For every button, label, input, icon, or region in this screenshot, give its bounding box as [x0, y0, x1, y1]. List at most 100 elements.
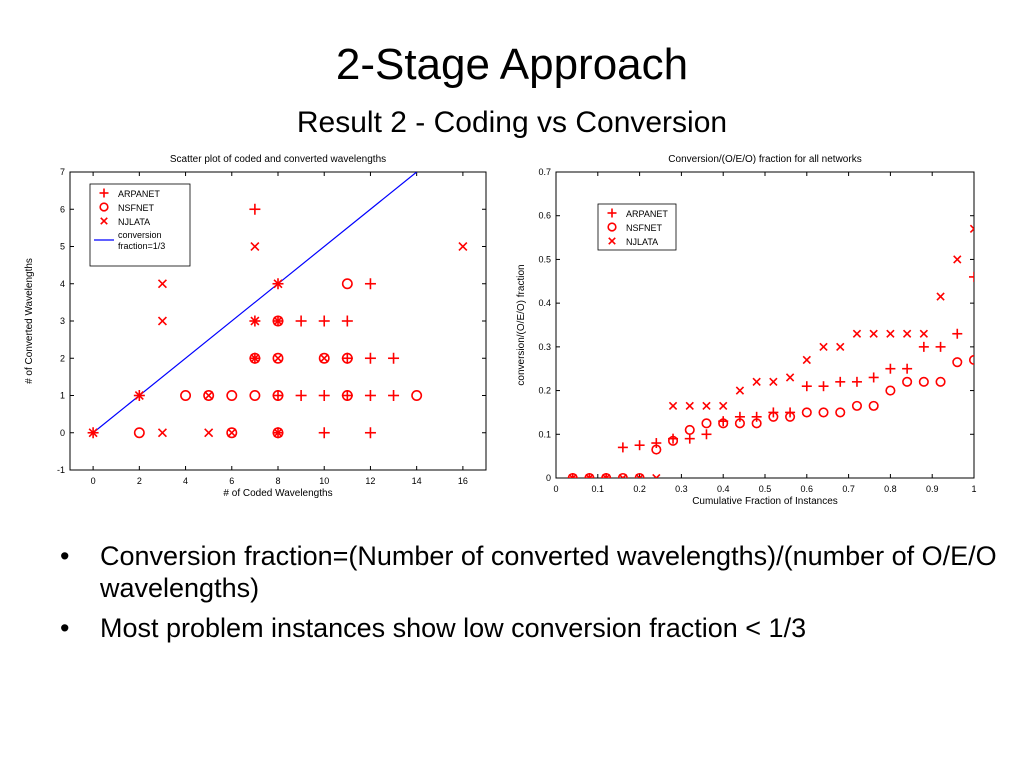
data-point-arpanet — [295, 390, 307, 401]
data-point-arpanet — [341, 315, 353, 327]
y-tick-label: 2 — [60, 353, 65, 363]
data-point-arpanet — [249, 203, 261, 215]
data-point-nsfnet — [952, 357, 963, 368]
x-tick-label: 0.2 — [633, 484, 646, 494]
data-point-njlata — [601, 473, 611, 478]
x-tick-label: 10 — [319, 476, 329, 486]
y-tick-label: 0.5 — [538, 254, 551, 264]
data-point-njlata — [250, 241, 260, 252]
data-point-njlata — [568, 473, 577, 478]
data-point-njlata — [852, 329, 862, 338]
y-axis-label: conversion/(O/E/O) fraction — [516, 264, 527, 385]
bullet-glyph: • — [60, 613, 70, 643]
data-point-njlata — [902, 329, 912, 338]
data-point-arpanet — [818, 381, 829, 392]
data-point-arpanet — [701, 429, 712, 440]
legend-marker-njlata — [100, 217, 108, 225]
data-point-arpanet — [341, 352, 353, 364]
y-tick-label: 7 — [60, 167, 65, 177]
data-point-njlata — [250, 353, 260, 363]
data-point-njlata — [157, 279, 167, 289]
x-tick-label: 12 — [365, 476, 375, 486]
x-tick-label: 8 — [275, 476, 280, 486]
data-point-njlata — [134, 390, 144, 401]
data-point-nsfnet — [968, 354, 974, 366]
slide-subtitle: Result 2 - Coding vs Conversion — [296, 106, 728, 139]
bullet-text: Conversion fraction=(Number of converted… — [100, 541, 997, 603]
data-point-arpanet — [751, 411, 762, 422]
x-tick-label: 0.5 — [759, 484, 772, 494]
data-point-njlata — [273, 428, 283, 438]
data-point-nsfnet — [341, 352, 353, 364]
data-point-arpanet — [634, 440, 645, 451]
data-point-nsfnet — [411, 390, 423, 401]
data-point-njlata — [204, 390, 214, 401]
data-point-arpanet — [918, 341, 929, 352]
legend: ARPANET NSFNET NJLATA conversionfraction=1/… — [89, 183, 191, 267]
plot-area — [567, 224, 974, 478]
legend-entry: ARPANET — [626, 209, 668, 219]
data-point-arpanet — [584, 473, 595, 478]
data-point-arpanet — [684, 433, 695, 444]
y-tick-label: 1 — [60, 391, 65, 401]
legend-entry: NSFNET — [626, 223, 663, 233]
y-tick-label: 6 — [60, 204, 65, 214]
data-point-nsfnet — [249, 390, 261, 401]
x-tick-label: 0.3 — [675, 484, 688, 494]
data-point-nsfnet — [868, 400, 879, 411]
data-point-arpanet — [868, 372, 879, 383]
data-point-njlata — [919, 329, 929, 338]
x-tick-label: 1 — [971, 484, 976, 494]
data-point-arpanet — [835, 376, 846, 387]
data-point-arpanet — [364, 352, 376, 364]
data-point-njlata — [204, 428, 214, 438]
data-point-njlata — [250, 316, 260, 326]
data-point-njlata — [273, 279, 283, 289]
data-point-arpanet — [318, 315, 330, 327]
x-tick-label: 6 — [229, 476, 234, 486]
data-point-arpanet — [801, 381, 812, 392]
x-tick-label: 0.1 — [592, 484, 605, 494]
data-point-njlata — [652, 473, 661, 478]
data-point-nsfnet — [701, 418, 712, 429]
y-tick-label: 0 — [60, 428, 65, 438]
data-point-nsfnet — [203, 390, 215, 401]
data-point-njlata — [936, 292, 945, 301]
y-tick-label: 3 — [60, 316, 65, 326]
data-point-arpanet — [364, 278, 376, 290]
data-point-nsfnet — [851, 400, 863, 411]
legend-entry: NSFNET — [118, 203, 155, 213]
data-point-nsfnet — [935, 376, 946, 387]
data-point-arpanet — [885, 363, 896, 374]
y-tick-label: 0.7 — [538, 167, 551, 177]
data-point-nsfnet — [180, 390, 192, 401]
data-point-njlata — [668, 401, 678, 411]
bullet-item: • Most problem instances show low conver… — [60, 612, 1000, 644]
data-point-nsfnet — [634, 472, 645, 478]
chart-title: Scatter plot of coded and converted wave… — [170, 154, 386, 165]
data-point-nsfnet — [801, 407, 812, 418]
legend-entry: NJLATA — [118, 217, 150, 227]
y-tick-label: 0.3 — [538, 342, 551, 352]
data-point-njlata — [618, 473, 628, 478]
data-point-arpanet — [851, 376, 862, 387]
data-point-njlata — [752, 377, 761, 386]
data-point-njlata — [273, 353, 283, 363]
legend-marker-arpanet — [607, 208, 617, 218]
x-tick-label: 0 — [91, 476, 96, 486]
legend-marker-arpanet — [99, 188, 109, 198]
data-point-njlata — [702, 401, 711, 411]
data-point-arpanet — [341, 390, 353, 401]
bullet-item: • Conversion fraction=(Number of convert… — [60, 540, 1000, 604]
y-tick-label: 0 — [546, 473, 551, 483]
data-point-njlata — [319, 353, 329, 363]
legend-marker-nsfnet — [99, 202, 109, 212]
y-tick-label: 0.1 — [538, 429, 551, 439]
legend-entry: fraction=1/3 — [118, 241, 165, 251]
data-point-njlata — [886, 329, 895, 338]
data-point-nsfnet — [751, 418, 762, 429]
data-point-nsfnet — [918, 376, 929, 387]
data-point-njlata — [735, 386, 745, 395]
y-tick-label: 4 — [60, 279, 65, 289]
data-point-nsfnet — [341, 278, 353, 290]
